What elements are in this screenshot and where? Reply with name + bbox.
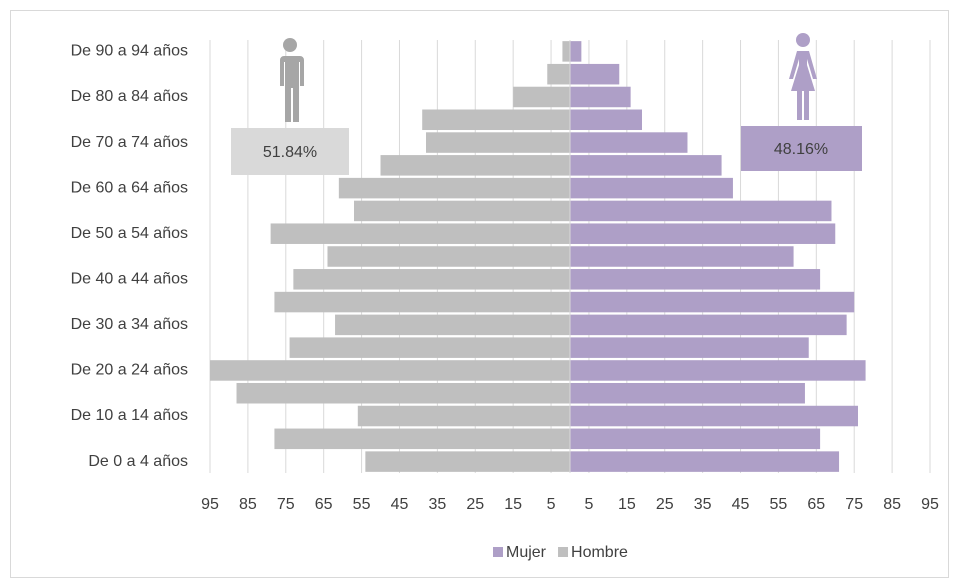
x-tick-label: 5	[584, 496, 593, 513]
y-tick-label: De 70 a 74 años	[71, 134, 188, 151]
bar	[422, 109, 570, 131]
x-tick-label: 85	[883, 496, 901, 513]
x-tick-label: 85	[239, 496, 257, 513]
y-tick-label: De 30 a 34 años	[71, 316, 188, 333]
x-tick-label: 15	[504, 496, 522, 513]
legend-swatch	[558, 547, 569, 557]
bar	[210, 360, 570, 381]
male-share-box	[231, 128, 349, 175]
bar	[380, 155, 570, 176]
bar	[570, 63, 620, 85]
y-tick-label: De 50 a 54 años	[71, 225, 188, 242]
bar	[365, 451, 570, 472]
bar	[570, 314, 847, 336]
y-tick-label: De 60 a 64 años	[71, 179, 188, 196]
bar	[338, 177, 570, 199]
bar	[236, 382, 571, 404]
x-tick-label: 55	[353, 496, 371, 513]
bar	[354, 200, 570, 222]
x-tick-label: 45	[732, 496, 750, 513]
y-tick-label: De 80 a 84 años	[71, 88, 188, 105]
bar	[570, 132, 688, 153]
bar	[570, 337, 809, 358]
bar	[570, 109, 642, 131]
female-icon	[789, 33, 817, 120]
y-tick-label: De 20 a 24 años	[71, 362, 188, 379]
bar	[270, 223, 570, 244]
bar	[570, 269, 821, 290]
y-tick-label: De 40 a 44 años	[71, 271, 188, 288]
y-tick-label: De 10 a 14 años	[71, 407, 188, 424]
male-share: 51.84%	[263, 144, 317, 161]
bar	[293, 269, 570, 290]
x-tick-label: 35	[694, 496, 712, 513]
x-tick-label: 25	[656, 496, 674, 513]
bar	[570, 223, 836, 244]
bar	[570, 41, 582, 62]
bar	[513, 86, 570, 108]
bar	[570, 428, 821, 450]
x-tick-label: 75	[277, 496, 295, 513]
bar	[570, 177, 733, 199]
x-tick-label: 95	[921, 496, 939, 513]
bar	[357, 405, 570, 427]
x-tick-label: 65	[315, 496, 333, 513]
bar	[335, 314, 570, 336]
x-tick-label: 25	[466, 496, 484, 513]
bar	[547, 63, 570, 85]
x-tick-label: 55	[770, 496, 788, 513]
bar	[274, 291, 570, 313]
x-tick-label: 95	[201, 496, 219, 513]
bar	[570, 86, 631, 108]
legend-label: Hombre	[571, 544, 628, 561]
male-icon	[280, 38, 304, 122]
bar	[327, 246, 570, 267]
bar	[562, 41, 570, 62]
female-share-box	[741, 126, 862, 171]
bar	[426, 132, 570, 153]
bar	[570, 360, 866, 381]
x-tick-label: 65	[807, 496, 825, 513]
x-tick-label: 75	[845, 496, 863, 513]
x-tick-label: 45	[391, 496, 409, 513]
bar	[570, 405, 858, 427]
bar	[289, 337, 570, 358]
female-share: 48.16%	[774, 141, 828, 158]
bar	[570, 451, 840, 472]
x-tick-label: 35	[428, 496, 446, 513]
bar	[570, 200, 832, 222]
y-tick-label: De 0 a 4 años	[88, 453, 188, 470]
bar	[274, 428, 570, 450]
legend-swatch	[493, 547, 503, 557]
x-tick-label: 5	[547, 496, 556, 513]
bar	[570, 291, 855, 313]
bar	[570, 246, 794, 267]
bar	[570, 382, 805, 404]
x-tick-label: 15	[618, 496, 636, 513]
y-tick-label: De 90 a 94 años	[71, 43, 188, 60]
bars	[210, 41, 866, 472]
legend-label: Mujer	[506, 544, 547, 561]
bar	[570, 155, 722, 176]
